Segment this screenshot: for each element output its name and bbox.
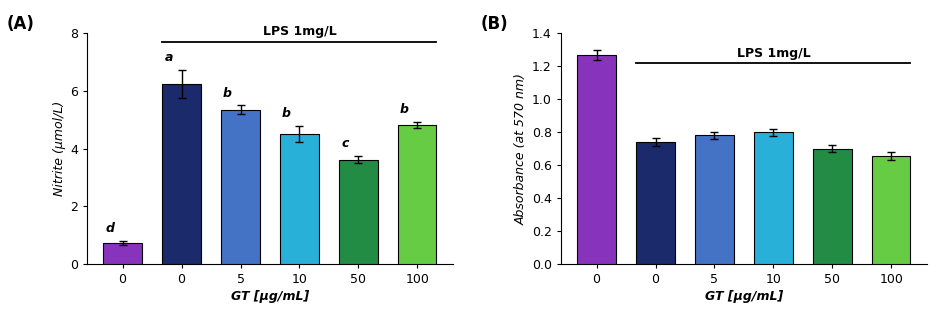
Y-axis label: Absorbance (at 570 nm): Absorbance (at 570 nm) xyxy=(515,73,528,225)
Text: (A): (A) xyxy=(7,15,34,33)
Bar xyxy=(398,125,437,264)
Text: b: b xyxy=(282,107,291,120)
Text: c: c xyxy=(342,137,349,150)
X-axis label: GT [μg/mL]: GT [μg/mL] xyxy=(231,290,309,303)
Bar xyxy=(695,135,734,264)
Bar xyxy=(340,160,377,264)
Bar xyxy=(636,142,675,264)
Text: d: d xyxy=(105,222,114,235)
Bar xyxy=(221,110,260,264)
Text: LPS 1mg/L: LPS 1mg/L xyxy=(263,25,336,38)
Text: (B): (B) xyxy=(480,15,508,33)
Bar xyxy=(813,149,852,264)
Text: a: a xyxy=(165,51,173,64)
Text: b: b xyxy=(223,87,232,100)
X-axis label: GT [μg/mL]: GT [μg/mL] xyxy=(705,290,783,303)
Y-axis label: Nitrite (μmol/L): Nitrite (μmol/L) xyxy=(53,101,66,196)
Bar xyxy=(104,243,142,264)
Bar xyxy=(755,132,792,264)
Text: b: b xyxy=(400,103,409,116)
Bar xyxy=(280,134,319,264)
Bar xyxy=(578,55,615,264)
Bar xyxy=(872,156,911,264)
Text: LPS 1mg/L: LPS 1mg/L xyxy=(737,47,810,60)
Bar xyxy=(163,84,200,264)
